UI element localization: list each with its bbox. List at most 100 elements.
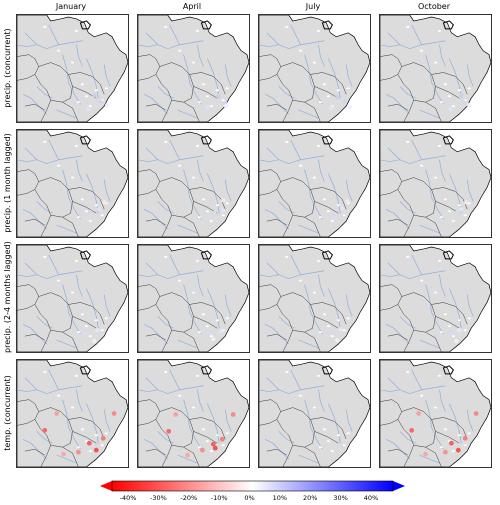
reservoir-mark xyxy=(420,279,424,282)
river-line xyxy=(318,44,325,67)
reservoir-mark xyxy=(285,370,289,373)
river-line xyxy=(177,339,198,349)
reservoir-mark xyxy=(215,89,219,92)
land-area xyxy=(380,360,491,467)
river-line xyxy=(449,403,462,444)
river-line xyxy=(143,323,168,345)
reservoir-mark xyxy=(346,87,350,90)
river-line xyxy=(387,147,401,160)
anomaly-spot xyxy=(173,412,179,417)
reservoir-mark xyxy=(457,434,461,437)
anomaly-spot xyxy=(347,104,353,110)
river-line xyxy=(318,159,325,182)
state-border xyxy=(193,431,218,444)
anomaly-spot xyxy=(457,328,462,333)
reservoir-mark xyxy=(406,370,410,373)
reservoir-mark xyxy=(312,291,317,294)
river-line xyxy=(259,40,325,50)
reservoir-mark xyxy=(209,450,213,453)
river-line xyxy=(425,169,444,220)
map-panel-precip-concurrent--april xyxy=(137,14,250,123)
reservoir-mark xyxy=(178,49,182,52)
state-border xyxy=(276,419,293,467)
river-line xyxy=(24,377,38,390)
reservoir-mark xyxy=(406,140,410,143)
column-title-october: October xyxy=(417,2,450,11)
reservoir-mark xyxy=(316,374,321,377)
river-line xyxy=(345,409,353,432)
reservoir-mark xyxy=(457,204,461,207)
river-line xyxy=(76,389,83,412)
state-border xyxy=(387,333,408,341)
river-line xyxy=(62,284,81,335)
land-area xyxy=(17,15,128,122)
reservoir-mark xyxy=(164,370,168,373)
anomaly-spot xyxy=(166,428,172,434)
reservoir-mark xyxy=(100,214,104,217)
reservoir-mark xyxy=(205,210,209,213)
reservoir-mark xyxy=(316,29,321,32)
state-border xyxy=(292,444,321,467)
state-border xyxy=(72,431,97,444)
reservoir-mark xyxy=(76,331,81,334)
land-area xyxy=(259,245,370,352)
colorbar-tick-label: -10% xyxy=(210,494,228,502)
river-line xyxy=(259,385,325,395)
state-border xyxy=(68,72,105,95)
anomaly-spot xyxy=(342,99,347,104)
colorbar-tick-label: 20% xyxy=(303,494,318,502)
anomaly-spot xyxy=(473,411,479,416)
anomaly-spot xyxy=(230,412,236,417)
state-border xyxy=(17,399,40,426)
river-line xyxy=(380,155,446,165)
island-outline xyxy=(79,20,91,30)
reservoir-mark xyxy=(215,204,219,207)
river-line xyxy=(24,32,38,45)
state-border xyxy=(314,316,339,329)
river-line xyxy=(76,274,83,297)
state-border xyxy=(145,333,166,341)
river-line xyxy=(411,24,422,45)
column-title-january: January xyxy=(55,2,87,11)
river-line xyxy=(56,339,77,349)
river-line xyxy=(177,224,198,234)
anomaly-spot xyxy=(206,331,211,337)
row-label-precip-1-month-lagged: precip. (1 month lagged) xyxy=(3,133,12,233)
reservoir-mark xyxy=(318,331,323,334)
river-line xyxy=(387,262,401,275)
state-border xyxy=(435,316,460,329)
river-line xyxy=(304,169,323,220)
river-line xyxy=(264,438,289,460)
reservoir-mark xyxy=(205,440,209,443)
island-outline xyxy=(79,365,91,375)
reservoir-mark xyxy=(433,291,438,294)
reservoir-mark xyxy=(346,432,350,435)
anomaly-spot xyxy=(459,93,464,98)
reservoir-mark xyxy=(420,394,424,397)
anomaly-spot xyxy=(95,328,100,333)
state-border xyxy=(401,62,436,103)
reservoir-mark xyxy=(209,220,213,223)
river-line xyxy=(318,274,325,297)
anomaly-spot xyxy=(61,451,66,457)
river-line xyxy=(145,262,159,275)
land-area xyxy=(380,15,491,122)
state-border xyxy=(68,302,105,325)
state-border xyxy=(276,304,293,352)
state-border xyxy=(24,448,45,456)
river-line xyxy=(197,159,204,182)
state-border xyxy=(431,302,468,325)
state-border xyxy=(292,329,321,352)
reservoir-mark xyxy=(299,49,303,52)
river-line xyxy=(425,54,444,105)
reservoir-mark xyxy=(164,25,168,28)
reservoir-mark xyxy=(215,434,219,437)
state-border xyxy=(72,316,97,329)
river-line xyxy=(425,284,444,335)
river-line xyxy=(466,409,474,432)
anomaly-spot xyxy=(344,438,348,442)
river-line xyxy=(183,54,202,105)
river-line xyxy=(399,431,416,444)
island-outline xyxy=(321,20,333,30)
river-line xyxy=(36,201,53,214)
